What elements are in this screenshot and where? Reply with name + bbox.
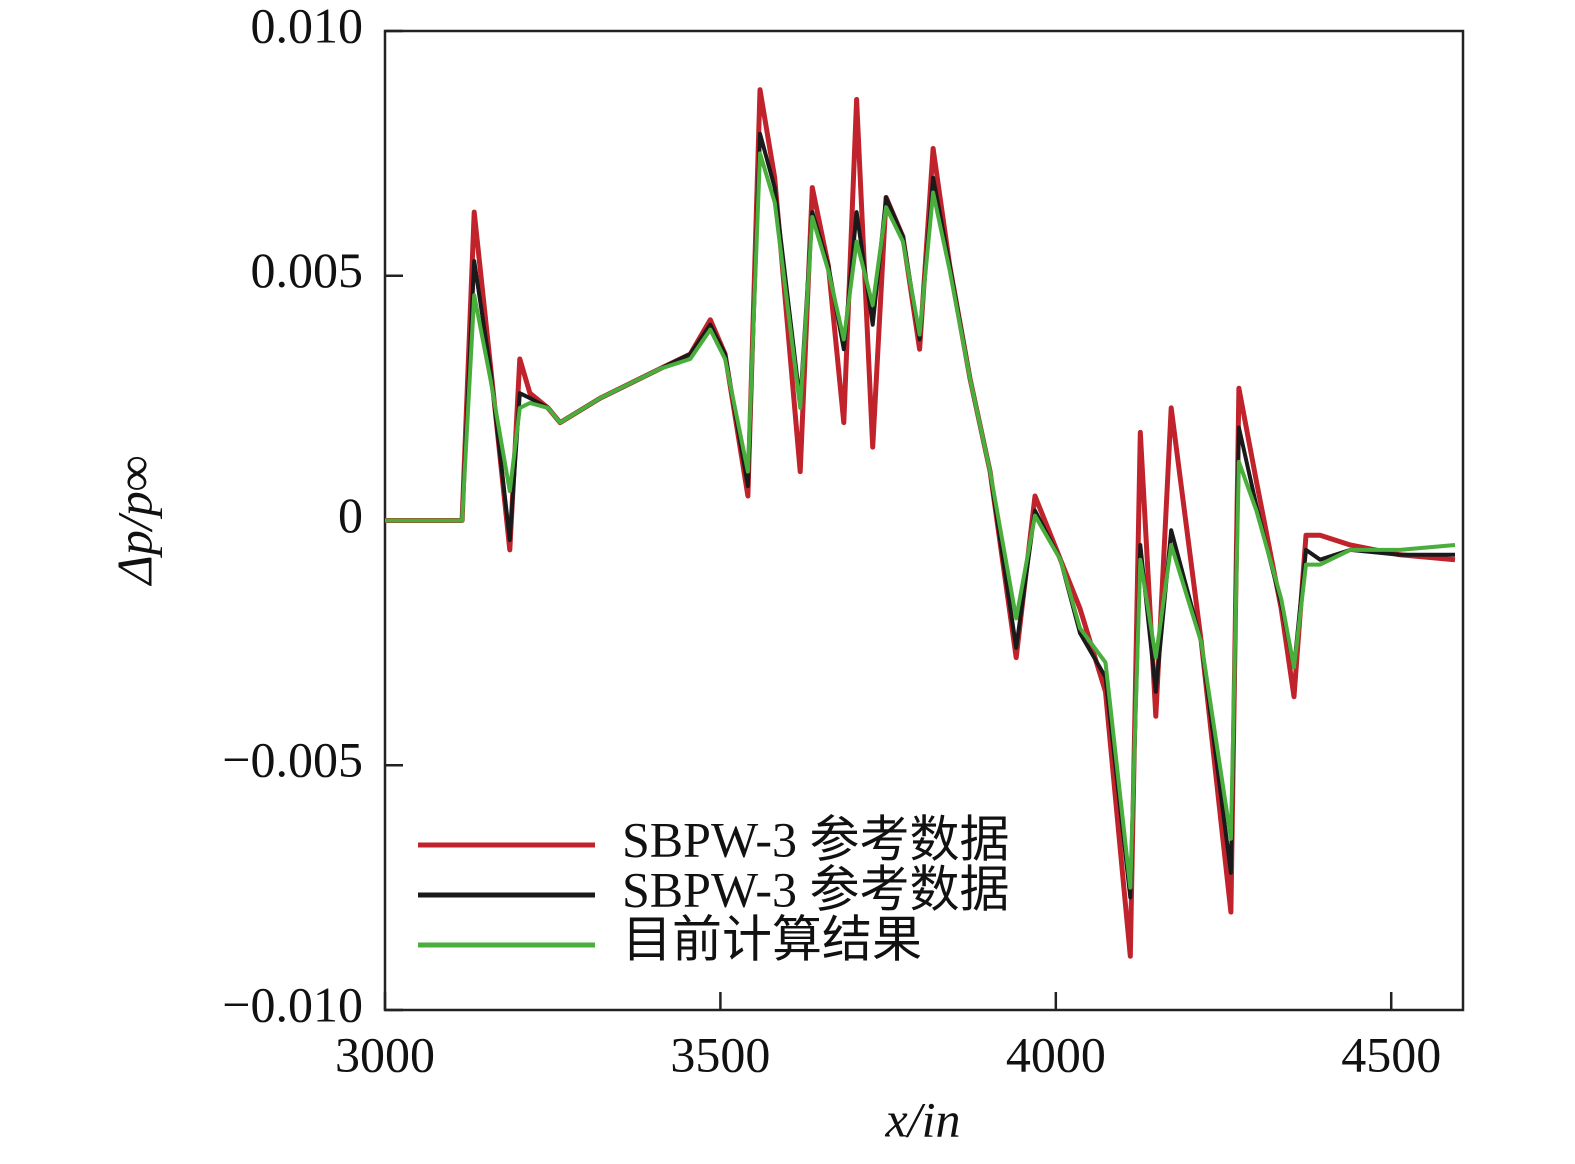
series-line xyxy=(385,131,1455,900)
y-tick-label: −0.005 xyxy=(222,732,363,788)
y-tick-label: −0.010 xyxy=(222,976,363,1032)
x-axis-label: x/in xyxy=(885,1091,961,1147)
x-tick-label: 4500 xyxy=(1341,1026,1441,1082)
y-tick-label: 0.010 xyxy=(251,0,364,53)
x-tick-label: 3000 xyxy=(335,1026,435,1082)
legend-label: SBPW-3 参考数据 xyxy=(622,861,1010,917)
y-tick-label: 0 xyxy=(338,487,363,543)
legend-label: 目前计算结果 xyxy=(622,911,922,967)
legend-label: SBPW-3 参考数据 xyxy=(622,811,1010,867)
y-axis-label: Δp/p∞ xyxy=(106,456,162,587)
series-line xyxy=(385,151,1456,890)
y-tick-label: 0.005 xyxy=(251,242,364,298)
x-tick-label: 3500 xyxy=(670,1026,770,1082)
x-tick-label: 4000 xyxy=(1006,1026,1106,1082)
